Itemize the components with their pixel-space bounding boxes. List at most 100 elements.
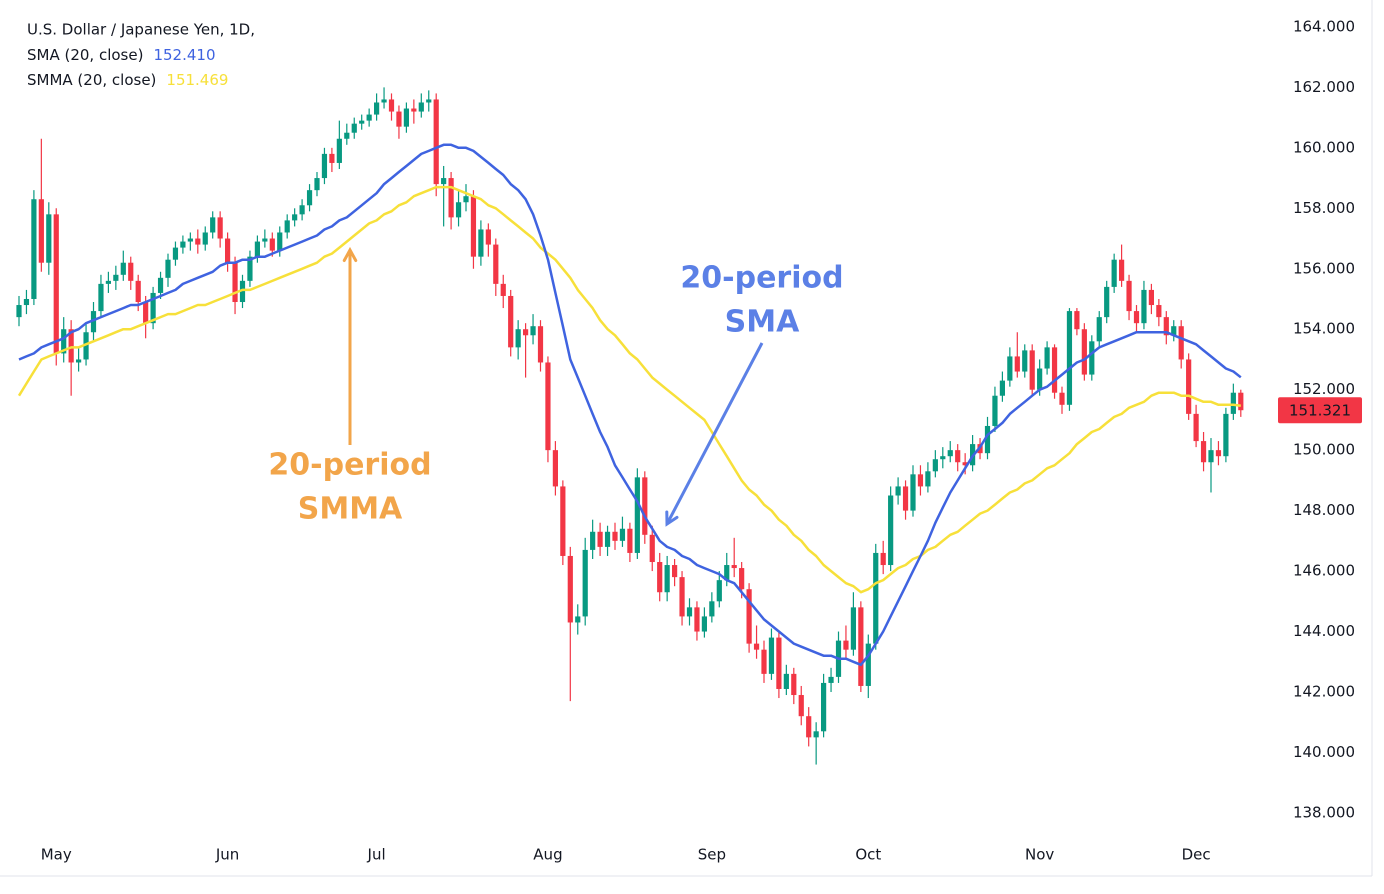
annotation-arrowhead xyxy=(342,246,358,263)
candle-body xyxy=(992,395,998,426)
candle-body xyxy=(1074,311,1080,330)
candle-body xyxy=(157,277,164,293)
annotation-text: SMMA xyxy=(298,492,403,527)
candle-body xyxy=(806,716,812,738)
candle-body xyxy=(1215,450,1222,457)
candle-body xyxy=(962,462,968,466)
candle-body xyxy=(299,205,305,215)
candle-body xyxy=(232,262,238,303)
candle-body xyxy=(478,229,484,257)
candle-body xyxy=(217,217,223,239)
candle-body xyxy=(1022,350,1028,372)
candle-body xyxy=(1171,326,1177,336)
candle-body xyxy=(1193,413,1199,442)
candle-body xyxy=(694,607,700,632)
candle-body xyxy=(724,565,730,581)
candle-body xyxy=(791,673,797,696)
candle-body xyxy=(523,329,529,336)
candle-body xyxy=(172,247,179,260)
candle-body xyxy=(98,283,104,312)
candle-body xyxy=(567,555,573,623)
candle-body xyxy=(798,695,804,717)
candle-body xyxy=(53,214,59,354)
candle-body xyxy=(649,534,655,563)
candle-body xyxy=(850,607,856,650)
candle-body xyxy=(105,280,111,284)
legend-entry: SMA (20, close) 152.410 xyxy=(27,46,216,64)
candle-body xyxy=(657,562,663,593)
candle-body xyxy=(902,486,909,511)
candle-body xyxy=(925,471,931,487)
x-tick-label: Aug xyxy=(533,846,562,864)
candle-body xyxy=(1014,356,1020,372)
candle-body xyxy=(269,238,275,251)
candle-body xyxy=(716,580,722,602)
annotation-text: 20-period xyxy=(268,448,431,483)
y-tick-label: 154.000 xyxy=(1293,320,1355,338)
candle-body xyxy=(508,295,514,348)
candle-body xyxy=(984,425,991,454)
y-tick-label: 140.000 xyxy=(1293,743,1355,761)
candle-body xyxy=(530,326,536,336)
candle-body xyxy=(873,552,879,644)
candle-body xyxy=(828,676,834,683)
candle-body xyxy=(143,302,149,324)
candle-body xyxy=(493,244,499,284)
candle-body xyxy=(210,217,216,233)
candle-body xyxy=(1141,289,1147,324)
candle-body xyxy=(1104,286,1110,318)
candle-body xyxy=(31,199,37,299)
candle-body xyxy=(739,568,745,590)
candle-body xyxy=(485,229,491,245)
candle-body xyxy=(672,565,678,578)
candle-body xyxy=(426,99,432,103)
y-tick-label: 152.000 xyxy=(1293,380,1355,398)
candle-body xyxy=(917,474,924,487)
candle-body xyxy=(1208,450,1214,463)
candle-body xyxy=(336,138,342,163)
candle-body xyxy=(612,531,618,541)
candle-body xyxy=(1037,368,1043,390)
candle-body xyxy=(359,120,365,124)
candle-body xyxy=(1119,259,1125,281)
y-tick-label: 158.000 xyxy=(1293,199,1355,217)
candle-body xyxy=(537,326,544,363)
candle-body xyxy=(821,682,827,732)
y-tick-label: 148.000 xyxy=(1293,501,1355,519)
candle-body xyxy=(366,114,372,121)
candle-body xyxy=(619,528,626,541)
candle-body xyxy=(642,477,648,535)
x-tick-label: Jun xyxy=(215,846,239,864)
candle-body xyxy=(433,99,439,185)
y-tick-label: 144.000 xyxy=(1293,622,1355,640)
last-price-tag xyxy=(1278,397,1362,424)
candle-body xyxy=(90,311,97,333)
candle-body xyxy=(1111,259,1117,287)
candle-body xyxy=(388,99,395,112)
candle-body xyxy=(1089,341,1095,375)
candle-body xyxy=(1096,317,1102,342)
candle-body xyxy=(761,649,767,674)
candle-body xyxy=(1163,317,1169,336)
candle-body xyxy=(947,450,953,457)
candle-body xyxy=(590,531,596,550)
candle-body xyxy=(627,528,633,553)
candle-body xyxy=(180,241,186,248)
candle-body xyxy=(1230,392,1236,414)
candle-body xyxy=(1238,392,1244,411)
candle-body xyxy=(634,477,640,553)
candle-body xyxy=(1148,289,1154,306)
candle-body xyxy=(23,298,30,306)
candle-body xyxy=(381,99,387,103)
candle-body xyxy=(247,256,253,281)
candle-body xyxy=(46,214,52,263)
y-tick-label: 156.000 xyxy=(1293,259,1355,277)
candle-body xyxy=(120,262,126,275)
candle-body xyxy=(880,552,886,566)
candle-body xyxy=(813,731,819,738)
candle-body xyxy=(448,178,454,218)
x-tick-label: Sep xyxy=(698,846,726,864)
candle-body xyxy=(1223,413,1229,457)
candle-body xyxy=(292,214,298,221)
candle-body xyxy=(858,607,864,686)
